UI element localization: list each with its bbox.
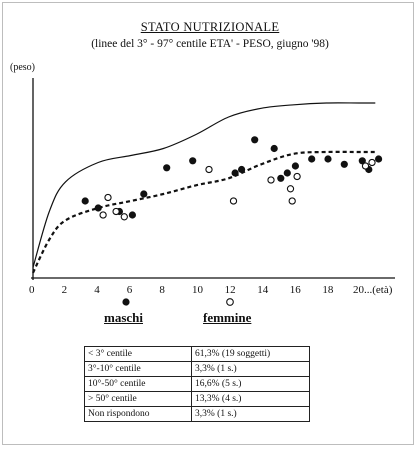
x-tick-labels: 0 2 4 6 8 10 12 14 16 18 20...(età) <box>29 284 393 296</box>
table-cell-value: 3,3% (1 s.) <box>191 361 310 377</box>
table-cell-category: 3°-10° centile <box>84 361 192 377</box>
table-cell-value: 13,3% (4 s.) <box>191 391 310 407</box>
table-cell-value: 3,3% (1 s.) <box>191 406 310 422</box>
y-axis-label: (peso) <box>10 62 35 73</box>
x-tick-label: 14 <box>257 284 269 296</box>
x-tick-label: 16 <box>290 284 302 296</box>
chart-title: STATO NUTRIZIONALE <box>140 20 280 34</box>
point-femmine <box>112 207 120 216</box>
x-tick-label: 8 <box>159 284 165 296</box>
x-tick-label: 10 <box>192 284 204 296</box>
point-maschi <box>163 164 171 172</box>
point-femmine <box>288 197 296 205</box>
point-maschi <box>324 155 332 163</box>
curve-3-centile <box>32 150 376 274</box>
point-maschi <box>81 197 89 205</box>
point-femmine <box>286 185 295 193</box>
point-femmine <box>368 158 376 167</box>
point-maschi <box>283 169 291 177</box>
x-tick-label: 12 <box>225 284 236 296</box>
x-tick-label: 20...(età) <box>353 284 393 296</box>
data-points <box>81 136 383 221</box>
x-tick-label: 0 <box>29 284 35 296</box>
point-maschi <box>358 157 366 165</box>
point-maschi <box>308 155 316 163</box>
point-femmine <box>267 176 275 184</box>
x-tick-label: 2 <box>62 284 68 296</box>
table-row: 10°-50° centile 16,6% (5 s.) <box>84 376 310 392</box>
table-cell-value: 61,3% (19 soggetti) <box>191 346 310 362</box>
point-maschi <box>231 169 239 177</box>
figure-frame <box>2 2 414 445</box>
legend-label-maschi: maschi <box>104 310 143 325</box>
point-maschi <box>277 174 285 182</box>
table-row: Non rispondono 3,3% (1 s.) <box>84 406 310 422</box>
chart-subtitle: (linee del 3° - 97° centile ETA' - PESO,… <box>91 38 329 50</box>
legend: maschi femmine <box>0 296 420 336</box>
table-row: > 50° centile 13,3% (4 s.) <box>84 391 310 407</box>
x-tick-label: 4 <box>94 284 100 296</box>
point-maschi <box>94 204 102 212</box>
point-femmine <box>229 197 238 205</box>
legend-marker-femmine <box>226 298 234 306</box>
point-femmine <box>99 211 107 219</box>
table-cell-category: < 3° centile <box>84 346 192 362</box>
point-maschi <box>238 165 246 174</box>
point-maschi <box>189 157 197 165</box>
point-femmine <box>120 213 128 221</box>
point-maschi <box>251 136 259 144</box>
curve-97-centile <box>32 102 376 268</box>
centile-curves <box>32 102 376 274</box>
x-tick-label: 18 <box>322 284 334 296</box>
x-tick-label: 6 <box>127 284 133 296</box>
table-cell-category: Non rispondono <box>84 406 192 422</box>
table-cell-category: > 50° centile <box>84 391 192 407</box>
point-maschi <box>340 160 348 168</box>
point-maschi <box>140 190 148 198</box>
centile-summary-table: < 3° centile 61,3% (19 soggetti) 3°-10° … <box>84 346 310 422</box>
point-femmine <box>361 162 370 170</box>
point-femmine <box>293 172 301 181</box>
point-maschi <box>291 162 299 170</box>
point-maschi <box>270 144 278 153</box>
point-femmine <box>205 165 213 174</box>
legend-marker-maschi <box>122 298 130 306</box>
legend-label-femmine: femmine <box>203 310 252 325</box>
axes: (peso) <box>10 62 395 280</box>
table-cell-value: 16,6% (5 s.) <box>191 376 310 392</box>
table-row: 3°-10° centile 3,3% (1 s.) <box>84 361 310 377</box>
point-maschi <box>128 211 136 219</box>
point-maschi <box>375 155 383 163</box>
point-femmine <box>104 193 112 202</box>
table-row: < 3° centile 61,3% (19 soggetti) <box>84 346 310 362</box>
table-cell-category: 10°-50° centile <box>84 376 192 392</box>
